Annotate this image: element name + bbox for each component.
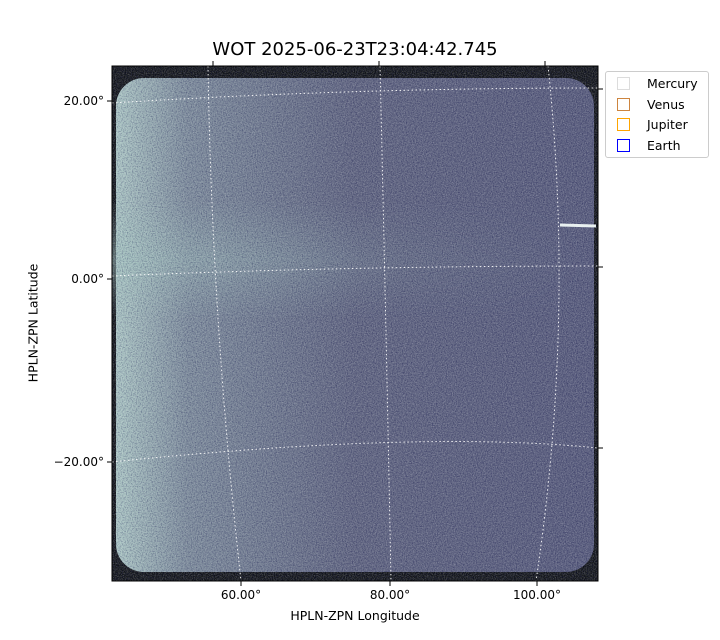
legend-item-venus: Venus <box>617 94 685 114</box>
legend-label: Earth <box>647 137 681 153</box>
legend-item-earth: Earth <box>617 135 681 155</box>
legend-swatch <box>617 138 630 152</box>
y-axis-label: HPLN-ZPN Latitude <box>25 263 41 383</box>
grid-lat-0 <box>111 265 599 277</box>
grid-lat-m20 <box>111 441 599 463</box>
legend-swatch <box>617 76 630 90</box>
axes-frame <box>111 65 599 582</box>
legend-item-jupiter: Jupiter <box>617 114 688 134</box>
legend-label: Mercury <box>647 75 698 91</box>
x-tick-label: 60.00° <box>220 588 262 602</box>
legend-swatch <box>617 97 630 111</box>
x-tick-label: 80.00° <box>369 588 411 602</box>
legend-swatch <box>617 117 630 131</box>
grid-lat-20 <box>111 87 599 104</box>
y-tick-label: 0.00° <box>71 272 104 286</box>
x-tick-label: 100.00° <box>513 588 561 602</box>
grid-lon-100 <box>535 65 560 582</box>
chart-title: WOT 2025-06-23T23:04:42.745 <box>212 39 498 60</box>
legend-label: Venus <box>647 96 685 112</box>
legend: Mercury Venus Jupiter Earth <box>605 71 709 158</box>
x-axis-label: HPLN-ZPN Longitude <box>290 608 420 623</box>
legend-item-mercury: Mercury <box>617 73 698 93</box>
legend-label: Jupiter <box>647 116 688 132</box>
grid-lon-60 <box>207 65 242 582</box>
bright-streak <box>559 223 597 228</box>
y-tick-label: −20.00° <box>53 455 104 469</box>
y-tick-label: 20.00° <box>63 94 104 108</box>
noise-dark <box>112 66 598 581</box>
